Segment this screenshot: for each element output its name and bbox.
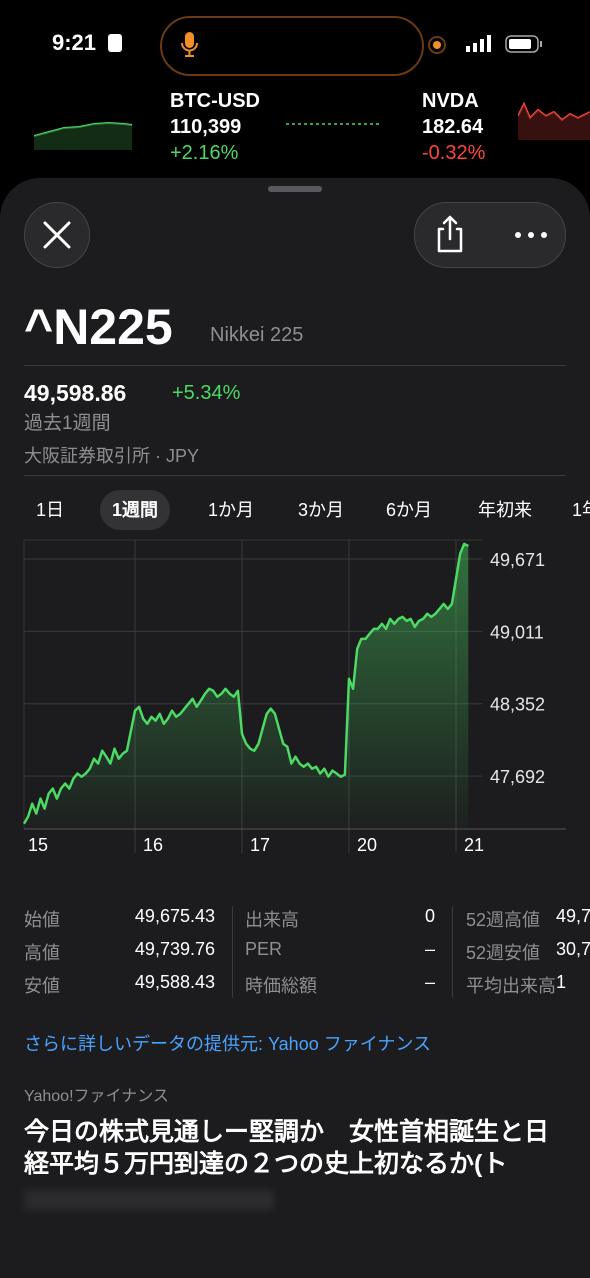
divider bbox=[24, 475, 566, 476]
y-tick-label: 49,671 bbox=[490, 550, 545, 570]
divider bbox=[24, 365, 566, 366]
stat-label: 52週安値 bbox=[466, 943, 541, 963]
range-selector: 1日 1週間 1か月 3か月 6か月 年初来 1年 bbox=[0, 490, 590, 530]
ticker-change: -0.32% bbox=[422, 142, 486, 164]
y-tick-label: 49,011 bbox=[490, 622, 544, 642]
status-indicators bbox=[466, 35, 542, 53]
range-tab[interactable]: 1週間 bbox=[100, 490, 171, 530]
x-tick-label: 15 bbox=[28, 835, 48, 855]
stat-value: 49,739.76 bbox=[134, 939, 215, 959]
range-tab[interactable]: 1年 bbox=[572, 500, 590, 520]
range-tab[interactable]: 3か月 bbox=[298, 500, 345, 520]
stat-label: PER bbox=[245, 939, 283, 959]
price-line bbox=[22, 542, 469, 825]
ticker-symbol[interactable]: NVDA bbox=[422, 90, 479, 112]
stat-value: 1 bbox=[556, 972, 567, 992]
stat-value: – bbox=[424, 972, 435, 992]
news-headline[interactable]: 今日の株式見通しー堅調か 女性首相誕生と日経平均５万円到達の２つの史上初なるか(… bbox=[24, 1118, 550, 1178]
column-divider bbox=[232, 906, 233, 998]
close-icon bbox=[43, 221, 71, 249]
stats-grid: 始値 49,675.43 出来高 0 52週高値 49,7 高値 49,739.76 PER – 5… bbox=[0, 906, 590, 1016]
symbol: ^N225 bbox=[24, 299, 173, 355]
stat-value: 49,588.43 bbox=[134, 972, 215, 992]
status-icon bbox=[108, 34, 122, 52]
range-tab[interactable]: 6か月 bbox=[386, 500, 433, 520]
range-tab[interactable]: 1か月 bbox=[208, 500, 255, 520]
exchange: 大阪証券取引所 · JPY bbox=[24, 446, 200, 466]
x-tick-label: 21 bbox=[464, 835, 484, 855]
source-link[interactable]: さらに詳しいデータの提供元: Yahoo ファイナンス bbox=[24, 1034, 431, 1054]
recording-dot bbox=[428, 36, 446, 54]
mini-chart bbox=[286, 123, 382, 125]
stat-value: 49,675.43 bbox=[134, 906, 215, 926]
price: 49,598.86 bbox=[24, 380, 127, 406]
stat-label: 時価総額 bbox=[245, 976, 317, 996]
period: 過去1週間 bbox=[24, 413, 111, 434]
range-tab[interactable]: 年初来 bbox=[478, 500, 532, 520]
action-group[interactable] bbox=[414, 202, 566, 268]
stat-label: 始値 bbox=[24, 910, 60, 930]
stat-label: 安値 bbox=[24, 976, 60, 996]
ticker-symbol[interactable]: BTC-USD bbox=[170, 90, 260, 112]
ticker-price: 182.64 bbox=[422, 116, 484, 138]
news-source: Yahoo!ファイナンス bbox=[24, 1088, 169, 1105]
stat-label: 出来高 bbox=[245, 910, 299, 930]
x-tick-label: 20 bbox=[357, 835, 377, 855]
stat-label: 平均出来高 bbox=[466, 976, 556, 996]
price-change: +5.34% bbox=[172, 382, 241, 404]
mini-chart bbox=[518, 101, 590, 140]
action-icons bbox=[437, 215, 547, 253]
stat-label: 52週高値 bbox=[466, 910, 541, 930]
range-tab[interactable]: 1日 bbox=[36, 500, 65, 520]
column-divider bbox=[452, 906, 453, 998]
mini-chart bbox=[34, 121, 133, 150]
stat-value: 30,7 bbox=[556, 939, 590, 959]
stat-value: 49,7 bbox=[556, 906, 590, 926]
ticker-price: 110,399 bbox=[170, 116, 242, 138]
close-button[interactable] bbox=[24, 202, 90, 268]
stat-label: 高値 bbox=[24, 943, 60, 963]
chart: 15 16 17 20 21 49,671 49,011 48,352 47,692 bbox=[22, 539, 566, 855]
y-tick-label: 48,352 bbox=[490, 695, 545, 715]
x-tick-label: 16 bbox=[143, 835, 163, 855]
detail-sheet: ^N225 Nikkei 225 49,598.86 +5.34% 過去1週間 … bbox=[0, 178, 590, 1278]
company-name: Nikkei 225 bbox=[210, 324, 304, 346]
x-tick-label: 17 bbox=[250, 835, 270, 855]
grabber[interactable] bbox=[268, 186, 322, 192]
stat-value: – bbox=[424, 939, 435, 959]
dynamic-island bbox=[160, 16, 424, 76]
mic-icon bbox=[181, 32, 198, 57]
y-tick-label: 47,692 bbox=[490, 767, 545, 787]
status-time: 9:21 bbox=[52, 30, 97, 55]
news-blur bbox=[24, 1190, 274, 1210]
stat-value: 0 bbox=[424, 906, 435, 926]
price-area bbox=[24, 543, 469, 829]
ticker-change: +2.16% bbox=[170, 142, 239, 164]
